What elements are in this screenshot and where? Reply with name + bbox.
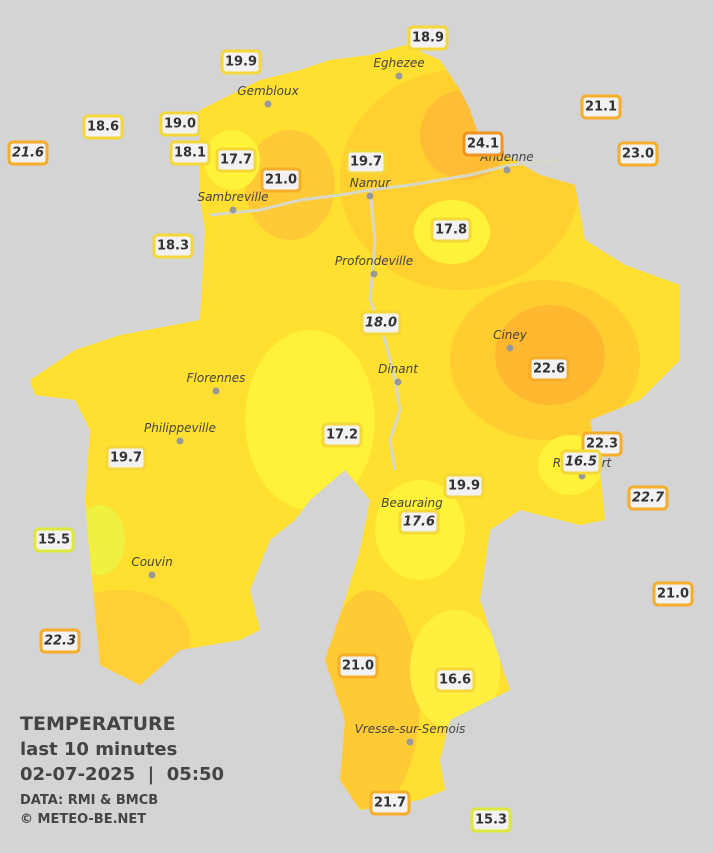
river [209,158,561,217]
warm-zone [320,590,420,810]
city-label: Philippeville [144,421,216,435]
station-value: 18.0 [365,316,397,331]
city-dot [229,206,237,214]
station-value: 17.2 [326,428,358,443]
station-box [462,131,504,157]
station-box [169,140,211,166]
station-value: 19.9 [225,55,257,70]
station-box [159,111,201,137]
station-box [260,167,302,193]
cool-zone [245,330,375,510]
station-box [652,581,694,607]
station-value: 17.8 [435,223,467,238]
station-value: 17.7 [220,153,252,168]
station-box [580,94,622,120]
station-value: 15.3 [475,813,507,828]
station-value: 21.6 [12,146,44,161]
station-box [398,509,440,535]
stations: 18.9 19.9 21.1 18.6 19.0 21.6 24.1 23.0 18.1 17.7… [7,25,694,833]
river [368,189,402,471]
station-box [152,233,194,259]
station-box [617,141,659,167]
station-box [7,140,49,166]
station-box [407,25,449,51]
station-box [430,217,472,243]
city-dot [148,571,156,579]
station-value: 22.7 [632,491,665,506]
city-label: Gembloux [237,84,299,98]
station-value: 21.0 [342,659,374,674]
city-label: Ciney [493,328,528,342]
station-value: 21.1 [585,100,617,115]
legend-source: DATA: RMI & BMCB [20,793,158,808]
warm-zone [495,305,605,405]
station-box [528,356,570,382]
station-box [345,149,387,175]
city-label: Sambreville [197,190,268,204]
station-box [33,527,75,553]
city-label: Vresse-sur-Semois [355,722,466,736]
station-value: 18.9 [412,31,444,46]
station-box [560,449,602,475]
station-box [39,628,81,654]
station-value: 24.1 [467,137,499,152]
legend: TEMPERATURE last 10 minutes 02-07-2025 |… [20,713,224,827]
station-value: 18.1 [174,146,206,161]
station-value: 21.7 [374,796,406,811]
station-value: 19.0 [164,117,196,132]
city-dot [406,738,414,746]
station-box [627,485,669,511]
station-box [434,667,476,693]
city-dot [395,72,403,80]
station-value: 18.6 [87,120,119,135]
station-box [82,114,124,140]
city-dot [370,270,378,278]
station-value: 21.0 [657,587,689,602]
city-label: Namur [350,176,392,190]
station-value: 22.3 [44,634,76,649]
station-box [337,653,379,679]
station-value: 15.5 [38,533,70,548]
station-box [215,147,257,173]
legend-period: last 10 minutes [20,739,177,760]
station-box [443,473,485,499]
city-dot [506,344,514,352]
station-value: 19.9 [448,479,480,494]
station-value: 16.6 [439,673,471,688]
station-box [105,445,147,471]
station-box [360,310,402,336]
station-box [470,807,512,833]
station-value: 19.7 [110,451,142,466]
station-value: 16.5 [565,455,597,470]
legend-title: TEMPERATURE [20,713,176,735]
city-label: Beauraing [381,496,443,510]
station-value: 22.6 [533,362,565,377]
city-dot [503,166,511,174]
station-value: 22.3 [586,437,618,452]
station-value: 19.7 [350,155,382,170]
station-box [369,790,411,816]
city-label: Profondeville [335,254,413,268]
station-box [220,49,262,75]
city-label: Couvin [131,555,172,569]
city-dot [264,100,272,108]
city-dot [212,387,220,395]
city-dot [366,192,374,200]
city-dot [176,437,184,445]
city-label: Dinant [378,362,419,376]
station-value: 17.6 [403,515,435,530]
city-label: Eghezee [373,56,424,70]
city-label: Florennes [187,371,246,385]
legend-timestamp: 02-07-2025 | 05:50 [20,764,224,785]
station-value: 18.3 [157,239,189,254]
station-value: 21.0 [265,173,297,188]
city-dot [394,378,402,386]
station-box [321,422,363,448]
station-value: 23.0 [622,147,654,162]
legend-copyright: © METEO-BE.NET [20,812,146,827]
